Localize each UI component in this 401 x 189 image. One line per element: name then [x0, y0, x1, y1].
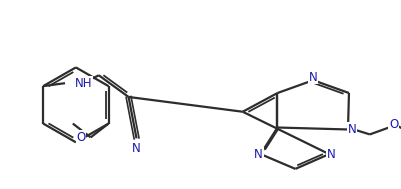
Text: N: N: [132, 142, 141, 155]
Text: NH: NH: [75, 77, 92, 90]
Text: N: N: [308, 71, 317, 84]
Text: O: O: [76, 131, 85, 144]
Text: N: N: [326, 148, 335, 161]
Text: O: O: [388, 118, 397, 131]
Text: N: N: [347, 123, 355, 136]
Text: N: N: [253, 148, 262, 161]
